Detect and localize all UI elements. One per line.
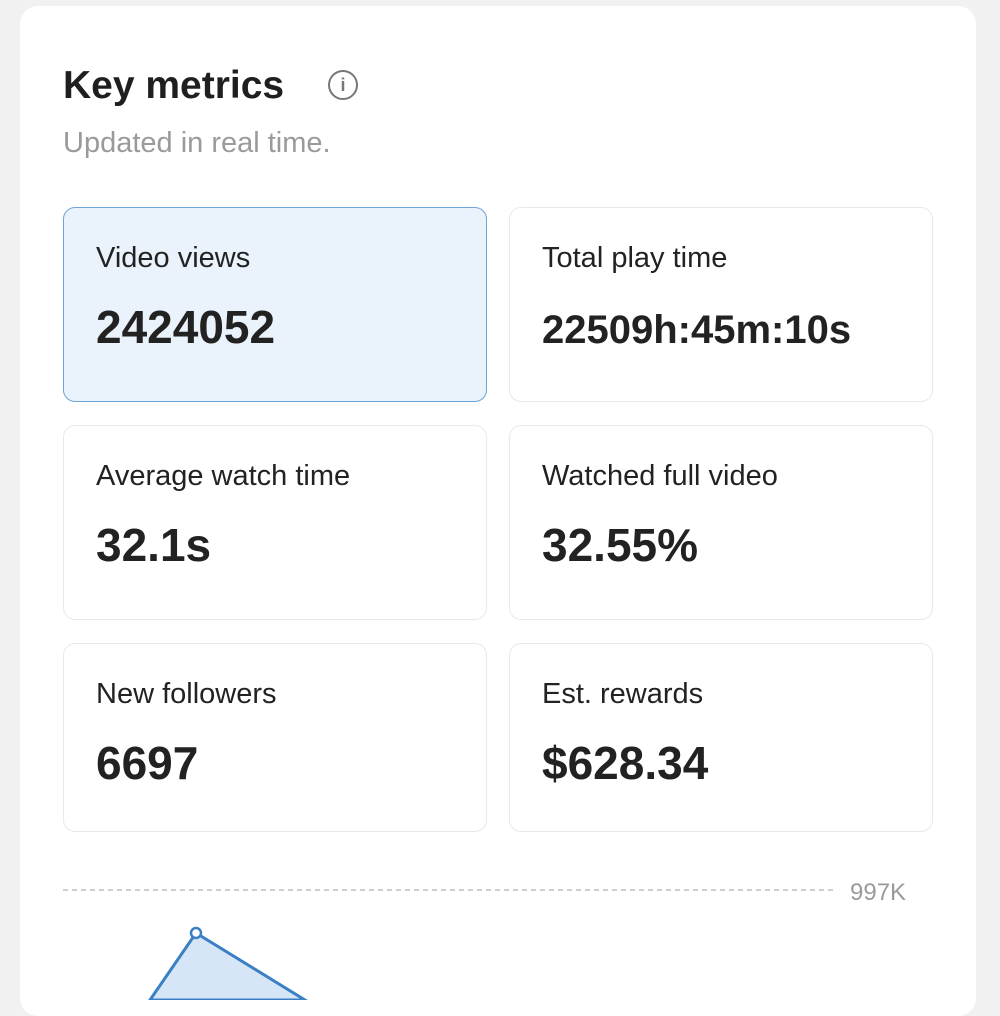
metric-value: 2424052 (96, 301, 276, 353)
metric-tile[interactable]: Est. rewards $628.34 (509, 643, 933, 832)
metric-tile[interactable]: Average watch time 32.1s (63, 425, 487, 620)
info-icon[interactable]: i (328, 70, 358, 100)
point (189, 926, 203, 940)
metric-value: 32.1s (96, 519, 212, 571)
metric-label: Est. rewards (542, 678, 704, 710)
y-tick-label: 997K (850, 879, 906, 906)
metric-label: Video views (96, 242, 251, 274)
metric-label: New followers (96, 678, 277, 710)
metric-value: 6697 (96, 737, 199, 789)
metric-label: Watched full video (542, 460, 778, 492)
metric-label: Average watch time (96, 460, 351, 492)
metric-tile[interactable]: Video views 2424052 (63, 207, 487, 402)
metric-tile[interactable]: Watched full video 32.55% (509, 425, 933, 620)
metric-value: 32.55% (542, 519, 699, 571)
metric-tile[interactable]: Total play time 22509h:45m:10s (509, 207, 933, 402)
metric-label: Total play time (542, 242, 728, 274)
area (148, 930, 308, 1000)
subtitle: Updated in real time. (63, 127, 331, 159)
metric-value: $628.34 (542, 737, 709, 789)
title: Key metrics (63, 64, 285, 107)
metric-tile[interactable]: New followers 6697 (63, 643, 487, 832)
metric-value: 22509h:45m:10s (542, 308, 852, 352)
